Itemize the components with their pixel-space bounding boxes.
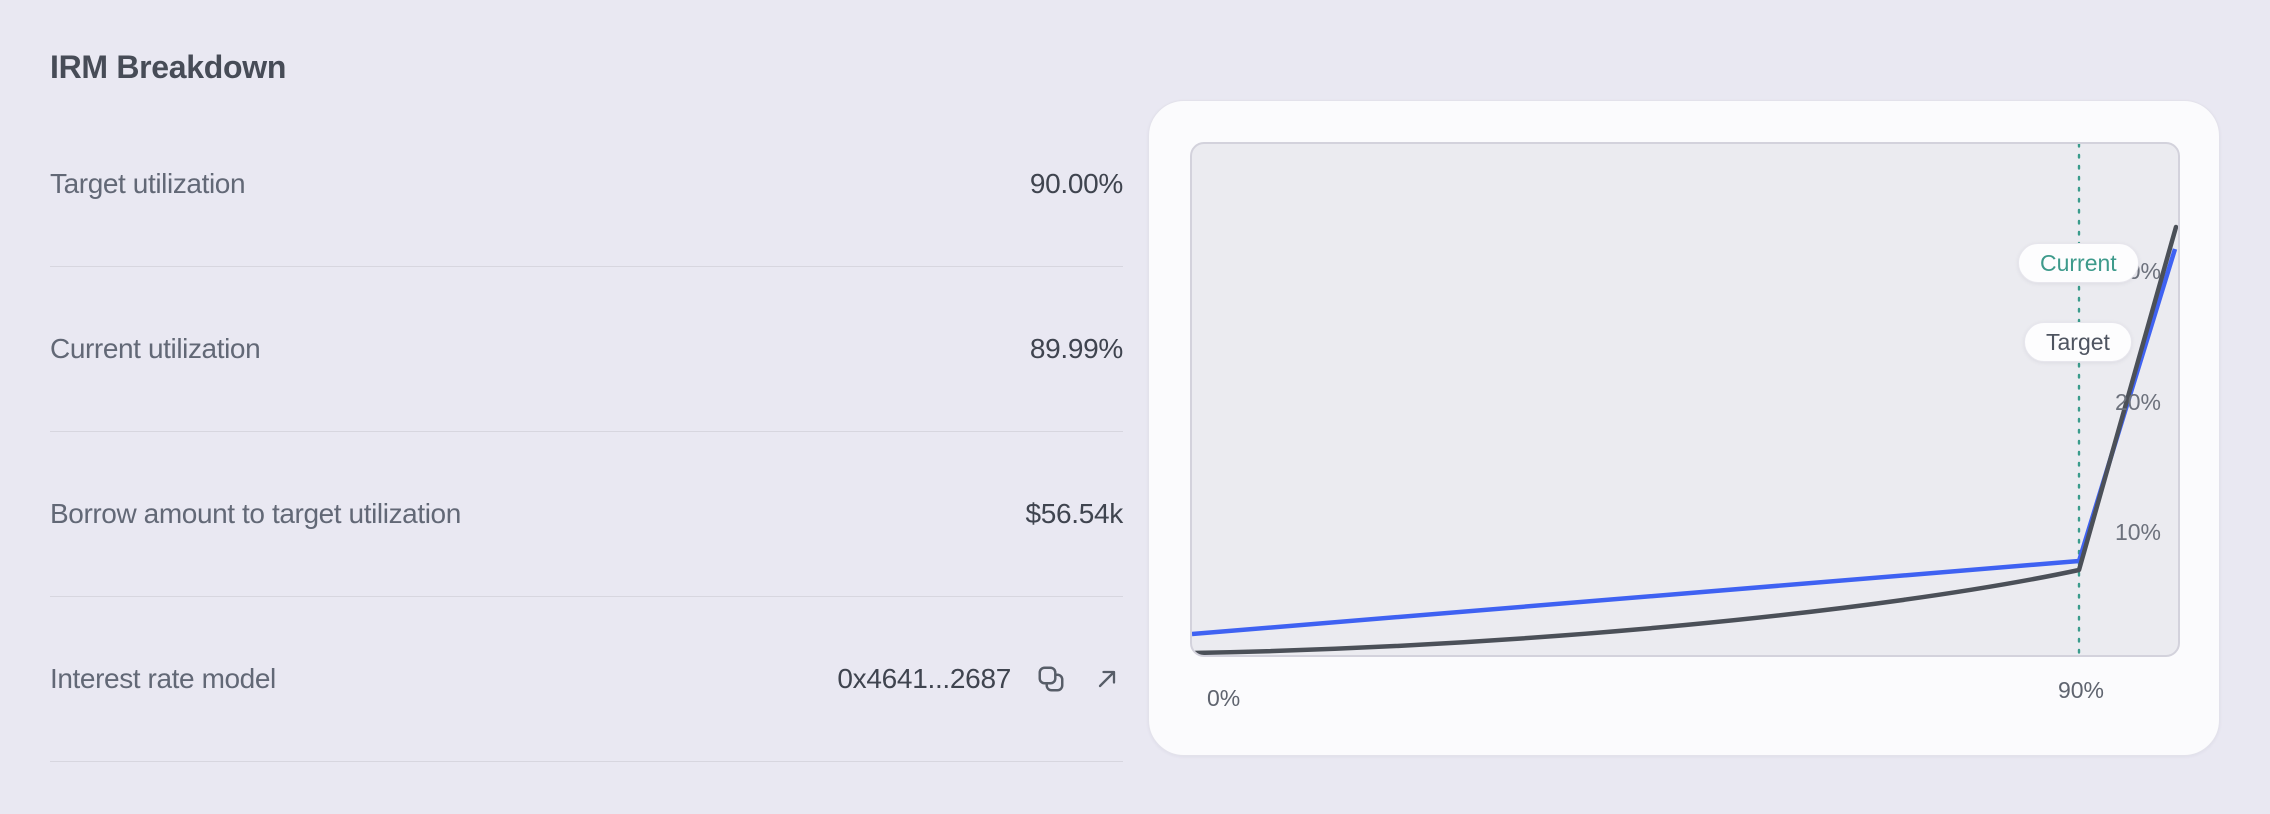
dark-rate-curve: [1192, 224, 2178, 655]
stat-value: 89.99%: [1029, 333, 1123, 364]
stat-row-target-utilization: Target utilization 90.00%: [50, 102, 1123, 267]
stat-label: Current utilization: [50, 333, 261, 364]
stat-row-interest-rate-model: Interest rate model 0x4641...2687: [50, 597, 1123, 762]
x-axis-tick-0: 0%: [1207, 685, 1241, 711]
stat-label: Interest rate model: [50, 663, 276, 694]
copy-address-button[interactable]: [1035, 663, 1067, 695]
irm-chart-plot-area[interactable]: 30% 20% 10% Current Target: [1190, 142, 2180, 657]
stat-label: Target utilization: [50, 168, 246, 199]
page-title: IRM Breakdown: [50, 48, 287, 85]
stat-row-borrow-amount: Borrow amount to target utilization $56.…: [50, 432, 1123, 597]
copy-icon: [1036, 664, 1066, 694]
y-axis-tick-10: 10%: [2114, 519, 2161, 545]
external-link-icon: [1093, 665, 1121, 693]
stat-value: 90.00%: [1029, 168, 1123, 199]
address-value-group: 0x4641...2687: [837, 663, 1123, 695]
irm-curves-chart: [1192, 144, 2178, 655]
blue-rate-curve: [1192, 248, 2178, 637]
contract-address: 0x4641...2687: [837, 663, 1011, 694]
stat-label: Borrow amount to target utilization: [50, 498, 461, 529]
irm-chart-card: 30% 20% 10% Current Target 0% 90%: [1148, 100, 2220, 756]
target-marker-pill[interactable]: Target: [2024, 322, 2132, 362]
x-axis-tick-90: 90%: [2057, 677, 2105, 703]
stat-value: $56.54k: [1025, 498, 1123, 529]
y-axis-tick-20: 20%: [2114, 389, 2161, 415]
current-marker-pill[interactable]: Current: [2018, 243, 2139, 283]
stat-row-current-utilization: Current utilization 89.99%: [50, 267, 1123, 432]
external-link-button[interactable]: [1091, 663, 1123, 695]
stats-list: Target utilization 90.00% Current utiliz…: [50, 102, 1123, 762]
